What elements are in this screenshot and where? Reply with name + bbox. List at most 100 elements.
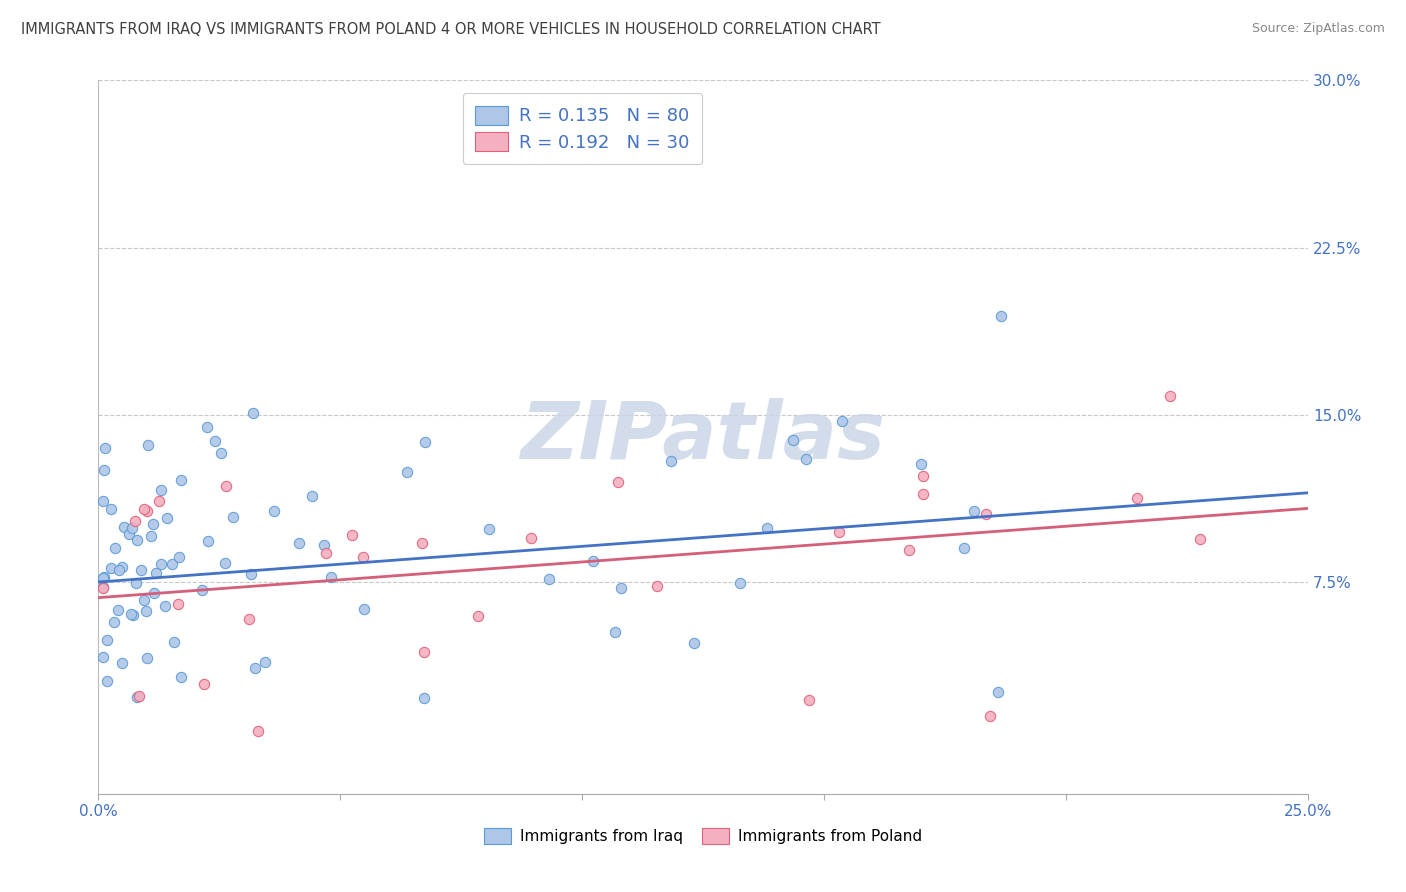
Point (107, 602, 129, 616)
Point (911, 468, 934, 483)
Point (111, 559, 134, 574)
Point (96, 632, 118, 647)
Point (242, 406, 264, 420)
Point (91, 571, 114, 585)
Point (979, 708, 1001, 723)
Point (135, 503, 157, 517)
Point (103, 615, 125, 630)
Text: IMMIGRANTS FROM IRAQ VS IMMIGRANTS FROM POLAND 4 OR MORE VEHICLES IN HOUSEHOLD C: IMMIGRANTS FROM IRAQ VS IMMIGRANTS FROM … (21, 22, 880, 37)
Point (100, 501, 122, 516)
Point (782, 433, 804, 447)
Point (352, 550, 374, 565)
Point (288, 536, 311, 550)
Point (167, 598, 190, 612)
Point (129, 563, 152, 577)
Point (121, 608, 143, 623)
Point (396, 465, 419, 479)
Point (204, 434, 226, 449)
Point (93, 441, 115, 455)
Point (135, 604, 157, 618)
Text: ZIPatlas: ZIPatlas (520, 398, 886, 476)
Point (193, 677, 215, 691)
Text: Source: ZipAtlas.com: Source: ZipAtlas.com (1251, 22, 1385, 36)
Point (412, 645, 434, 659)
Point (118, 526, 141, 541)
Point (245, 661, 267, 675)
Point (136, 438, 159, 452)
Point (321, 570, 343, 584)
Point (163, 635, 186, 649)
Point (93, 463, 115, 477)
Point (301, 489, 323, 503)
Point (191, 583, 214, 598)
Point (827, 525, 849, 540)
Point (962, 504, 984, 518)
Point (661, 454, 683, 468)
Point (150, 557, 173, 571)
Point (209, 445, 232, 459)
Point (582, 554, 605, 568)
Point (100, 561, 122, 575)
Point (520, 531, 543, 545)
Point (990, 309, 1012, 323)
Point (125, 690, 148, 704)
Point (1125, 491, 1147, 506)
Point (254, 655, 277, 669)
Point (148, 493, 170, 508)
Point (132, 502, 155, 516)
Point (91, 581, 114, 595)
Point (610, 581, 633, 595)
Point (108, 563, 131, 577)
Point (153, 599, 176, 613)
Point (728, 575, 751, 590)
Point (125, 575, 148, 590)
Point (120, 607, 142, 621)
Point (156, 511, 179, 525)
Point (214, 557, 236, 571)
Point (607, 475, 630, 489)
Point (222, 510, 245, 524)
Point (239, 567, 262, 582)
Point (797, 692, 820, 706)
Point (987, 685, 1010, 699)
Point (128, 690, 150, 704)
Point (898, 543, 921, 558)
Legend: Immigrants from Iraq, Immigrants from Poland: Immigrants from Iraq, Immigrants from Po… (478, 822, 928, 850)
Point (413, 691, 436, 706)
Point (197, 533, 219, 548)
Point (312, 538, 335, 552)
Point (912, 487, 935, 501)
Point (411, 536, 433, 550)
Point (124, 514, 146, 528)
Point (91, 493, 114, 508)
Point (831, 414, 853, 428)
Point (145, 566, 167, 581)
Point (112, 519, 135, 533)
Point (478, 522, 501, 536)
Point (169, 670, 191, 684)
Point (104, 541, 127, 556)
Point (315, 546, 337, 560)
Point (169, 473, 191, 487)
Point (340, 528, 363, 542)
Point (796, 451, 818, 466)
Point (1159, 389, 1181, 403)
Point (96, 673, 118, 688)
Point (110, 656, 132, 670)
Point (645, 579, 668, 593)
Point (160, 557, 183, 571)
Point (413, 435, 436, 450)
Point (93, 569, 115, 583)
Point (952, 541, 974, 555)
Point (238, 612, 260, 626)
Point (537, 572, 560, 586)
Point (214, 479, 236, 493)
Point (755, 521, 778, 535)
Point (353, 602, 375, 616)
Point (167, 550, 190, 565)
Point (682, 636, 704, 650)
Point (1189, 532, 1212, 546)
Point (976, 507, 998, 521)
Point (603, 624, 626, 639)
Point (263, 504, 285, 518)
